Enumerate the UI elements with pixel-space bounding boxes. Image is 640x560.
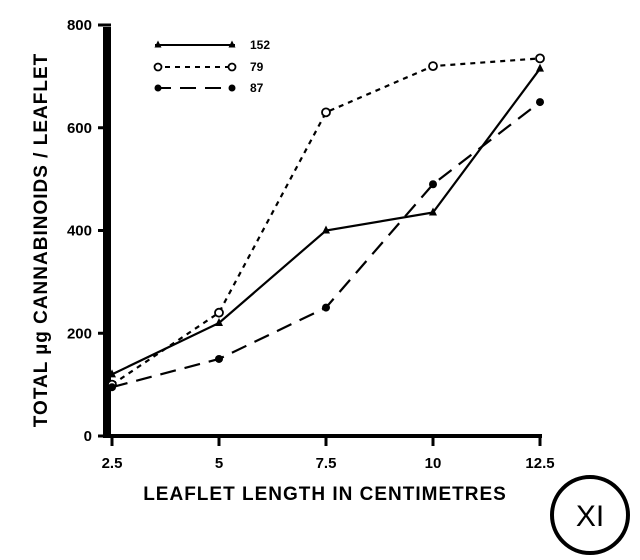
y-ticks: 0 200 400 600 800: [67, 17, 111, 445]
legend-label: 152: [250, 38, 270, 52]
data-point: [429, 180, 437, 189]
x-tick-label: 7.5: [316, 455, 337, 472]
x-tick-label: 10: [425, 455, 442, 472]
badge-circle: [550, 475, 630, 555]
data-point: [215, 354, 223, 363]
data-point: [215, 317, 223, 326]
series-layer: [107, 53, 545, 392]
legend-entry: 79: [153, 60, 264, 74]
data-point: [321, 107, 331, 118]
y-tick-label: 600: [67, 120, 92, 137]
legend-marker-end: [227, 62, 237, 72]
badge-label: XI: [576, 500, 604, 533]
y-tick-label: 200: [67, 325, 92, 342]
legend: 152 79 87: [153, 38, 270, 95]
data-point: [428, 61, 438, 71]
x-tick-label: 12.5: [525, 455, 554, 472]
y-axis-title: TOTAL µg CANNABINOIDS / LEAFLET: [31, 53, 52, 427]
series-152: [108, 63, 544, 378]
x-ticks: 2.5 5 7.5 10 12.5: [102, 434, 555, 472]
series-79: [107, 53, 545, 390]
x-axis-title: LEAFLET LENGTH IN CENTIMETRES: [143, 484, 507, 505]
legend-entry: 152: [154, 38, 270, 52]
series-line: [111, 57, 541, 386]
data-point: [536, 63, 544, 72]
legend-label: 87: [250, 81, 264, 95]
data-point: [536, 98, 544, 107]
y-tick-label: 400: [67, 223, 92, 240]
data-point: [108, 383, 116, 392]
data-point: [322, 225, 330, 234]
data-point: [108, 369, 116, 378]
series-87: [108, 98, 544, 392]
data-point: [429, 207, 437, 216]
data-point: [322, 303, 330, 312]
legend-marker-end: [228, 84, 236, 92]
y-tick-label: 800: [67, 17, 92, 34]
legend-marker-start: [153, 62, 163, 72]
legend-marker-start: [154, 40, 162, 48]
x-tick-label: 5: [215, 455, 223, 472]
x-tick-label: 2.5: [102, 455, 123, 472]
data-point: [535, 53, 545, 64]
figure-number-badge: XI: [550, 475, 630, 555]
legend-entry: 87: [154, 81, 264, 95]
legend-marker-end: [228, 40, 236, 48]
data-point: [214, 307, 224, 318]
legend-label: 79: [250, 60, 264, 74]
y-tick-label: 0: [84, 428, 92, 445]
legend-marker-start: [154, 84, 162, 92]
